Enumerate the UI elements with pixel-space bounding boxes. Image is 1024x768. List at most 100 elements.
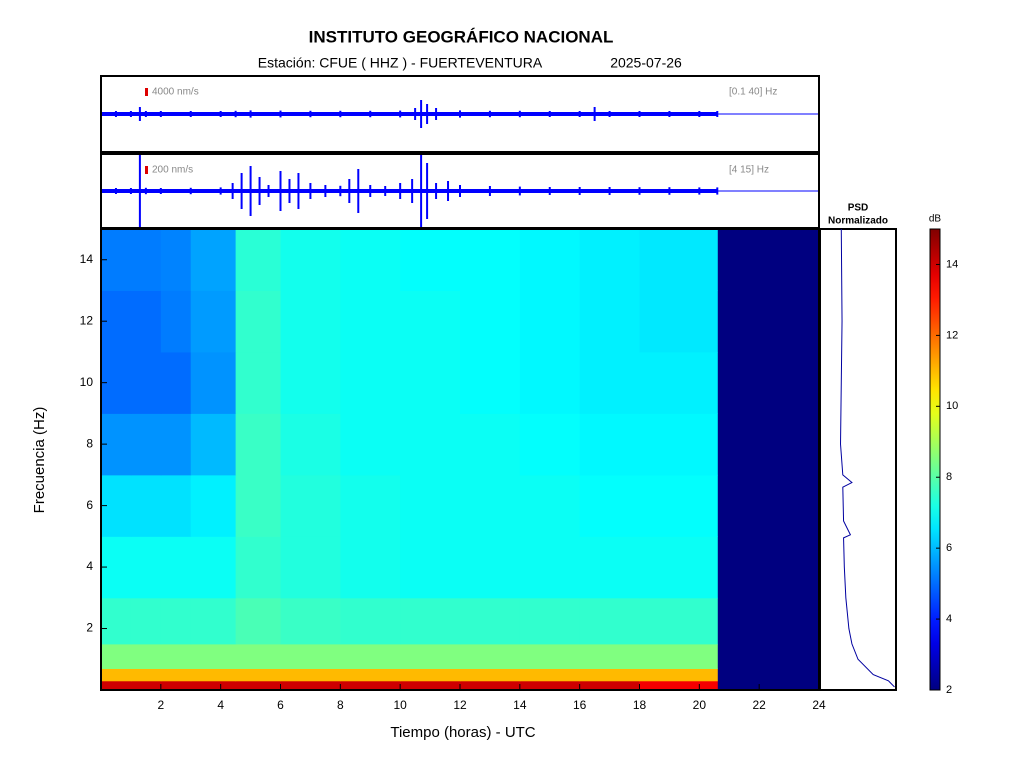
- heatmap-cell: [639, 536, 718, 599]
- heatmap-cell: [519, 536, 581, 599]
- band-label: [4 15] Hz: [729, 165, 769, 176]
- psd-title: Normalizado: [828, 216, 888, 227]
- heatmap-cell: [400, 597, 461, 645]
- heatmap-cell: [519, 229, 581, 291]
- scale-label: 200 nm/s: [152, 165, 193, 176]
- heatmap-cell: [101, 680, 132, 691]
- heatmap-cell: [130, 643, 162, 669]
- x-axis-label: Tiempo (horas) - UTC: [390, 724, 535, 741]
- heatmap-cell: [101, 668, 132, 682]
- heatmap-cell: [639, 229, 718, 291]
- y-tick-label: 4: [86, 559, 93, 573]
- trace: [101, 154, 819, 228]
- heatmap-cell: [460, 597, 521, 645]
- heatmap-cell: [190, 680, 237, 691]
- heatmap-cell: [460, 643, 521, 669]
- heatmap-cell: [400, 413, 461, 476]
- heatmap-cell: [235, 536, 281, 599]
- y-tick-label: 8: [86, 436, 93, 450]
- heatmap-cell: [579, 643, 640, 669]
- heatmap-cell: [639, 668, 718, 682]
- trace-frame: [100, 153, 820, 229]
- scale-label: 4000 nm/s: [152, 87, 199, 98]
- heatmap-cell: [130, 474, 162, 537]
- psd-title: PSD: [848, 203, 869, 214]
- heatmap-cell: [639, 290, 718, 353]
- heatmap-cell: [400, 668, 461, 682]
- x-tick-label: 22: [752, 698, 766, 712]
- heatmap-cell: [235, 351, 281, 414]
- heatmap-cell: [340, 643, 401, 669]
- heatmap-cell: [160, 229, 192, 291]
- heatmap-cell: [460, 474, 521, 537]
- heatmap-cell: [460, 680, 521, 691]
- heatmap-cell: [235, 290, 281, 353]
- heatmap-cell: [579, 668, 640, 682]
- x-tick-label: 8: [337, 698, 344, 712]
- colorbar: [929, 228, 941, 691]
- heatmap-cell: [160, 351, 192, 414]
- heatmap-cell: [460, 290, 521, 353]
- colorbar-label: dB: [929, 214, 942, 225]
- heatmap-cell: [235, 474, 281, 537]
- heatmap-cell: [519, 474, 581, 537]
- heatmap-cell: [160, 680, 192, 691]
- heatmap-cell: [280, 351, 341, 414]
- psd-frame: [819, 228, 897, 691]
- heatmap-cell: [579, 351, 640, 414]
- heatmap-cell: [340, 290, 401, 353]
- x-tick-label: 14: [513, 698, 527, 712]
- subtitle: Estación: CFUE ( HHZ ) - FUERTEVENTURA: [258, 55, 543, 71]
- heatmap-cell: [190, 290, 237, 353]
- y-tick-label: 12: [80, 313, 94, 327]
- heatmap-cell: [340, 536, 401, 599]
- heatmap-cell: [160, 597, 192, 645]
- heatmap-cell: [190, 474, 237, 537]
- heatmap-cell: [579, 536, 640, 599]
- heatmap-cell: [101, 643, 132, 669]
- heatmap-cell: [340, 668, 401, 682]
- x-tick-label: 4: [217, 698, 224, 712]
- heatmap-cell: [579, 229, 640, 291]
- heatmap-cell: [579, 413, 640, 476]
- heatmap-cell: [400, 680, 461, 691]
- y-tick-label: 14: [80, 252, 94, 266]
- heatmap-cell: [639, 643, 718, 669]
- heatmap-cell: [190, 643, 237, 669]
- psd-line: [840, 228, 895, 688]
- colorbar-tick-label: 6: [946, 542, 952, 554]
- chart-title: INSTITUTO GEOGRÁFICO NACIONAL: [309, 27, 614, 46]
- heatmap-cell: [519, 351, 581, 414]
- heatmap-cell: [160, 536, 192, 599]
- heatmap-cell: [160, 668, 192, 682]
- scale-bar: [145, 166, 148, 174]
- heatmap-cell: [235, 643, 281, 669]
- heatmap-cell: [400, 474, 461, 537]
- x-tick-label: 12: [453, 698, 467, 712]
- heatmap-cell: [519, 680, 581, 691]
- x-tick-label: 24: [812, 698, 826, 712]
- heatmap-cell: [579, 597, 640, 645]
- x-tick-label: 20: [693, 698, 707, 712]
- heatmap-cell: [130, 597, 162, 645]
- heatmap-cell: [280, 474, 341, 537]
- colorbar-tick-label: 12: [946, 329, 958, 341]
- heatmap-cell: [160, 643, 192, 669]
- trace-frame: [100, 75, 820, 153]
- heatmap-cell: [400, 643, 461, 669]
- heatmap-cell: [460, 413, 521, 476]
- colorbar-tick-label: 10: [946, 400, 958, 412]
- heatmap-cell: [579, 290, 640, 353]
- heatmap-cell: [280, 413, 341, 476]
- heatmap-cell: [639, 351, 718, 414]
- scale-bar: [145, 88, 148, 96]
- trace: [101, 100, 819, 128]
- heatmap-cell: [280, 680, 341, 691]
- colorbar-tick-label: 8: [946, 471, 952, 483]
- heatmap-cell: [130, 351, 162, 414]
- y-tick-label: 6: [86, 498, 93, 512]
- heatmap-cell: [280, 229, 341, 291]
- heatmap-cell: [130, 668, 162, 682]
- x-tick-label: 10: [393, 698, 407, 712]
- heatmap-cell: [460, 351, 521, 414]
